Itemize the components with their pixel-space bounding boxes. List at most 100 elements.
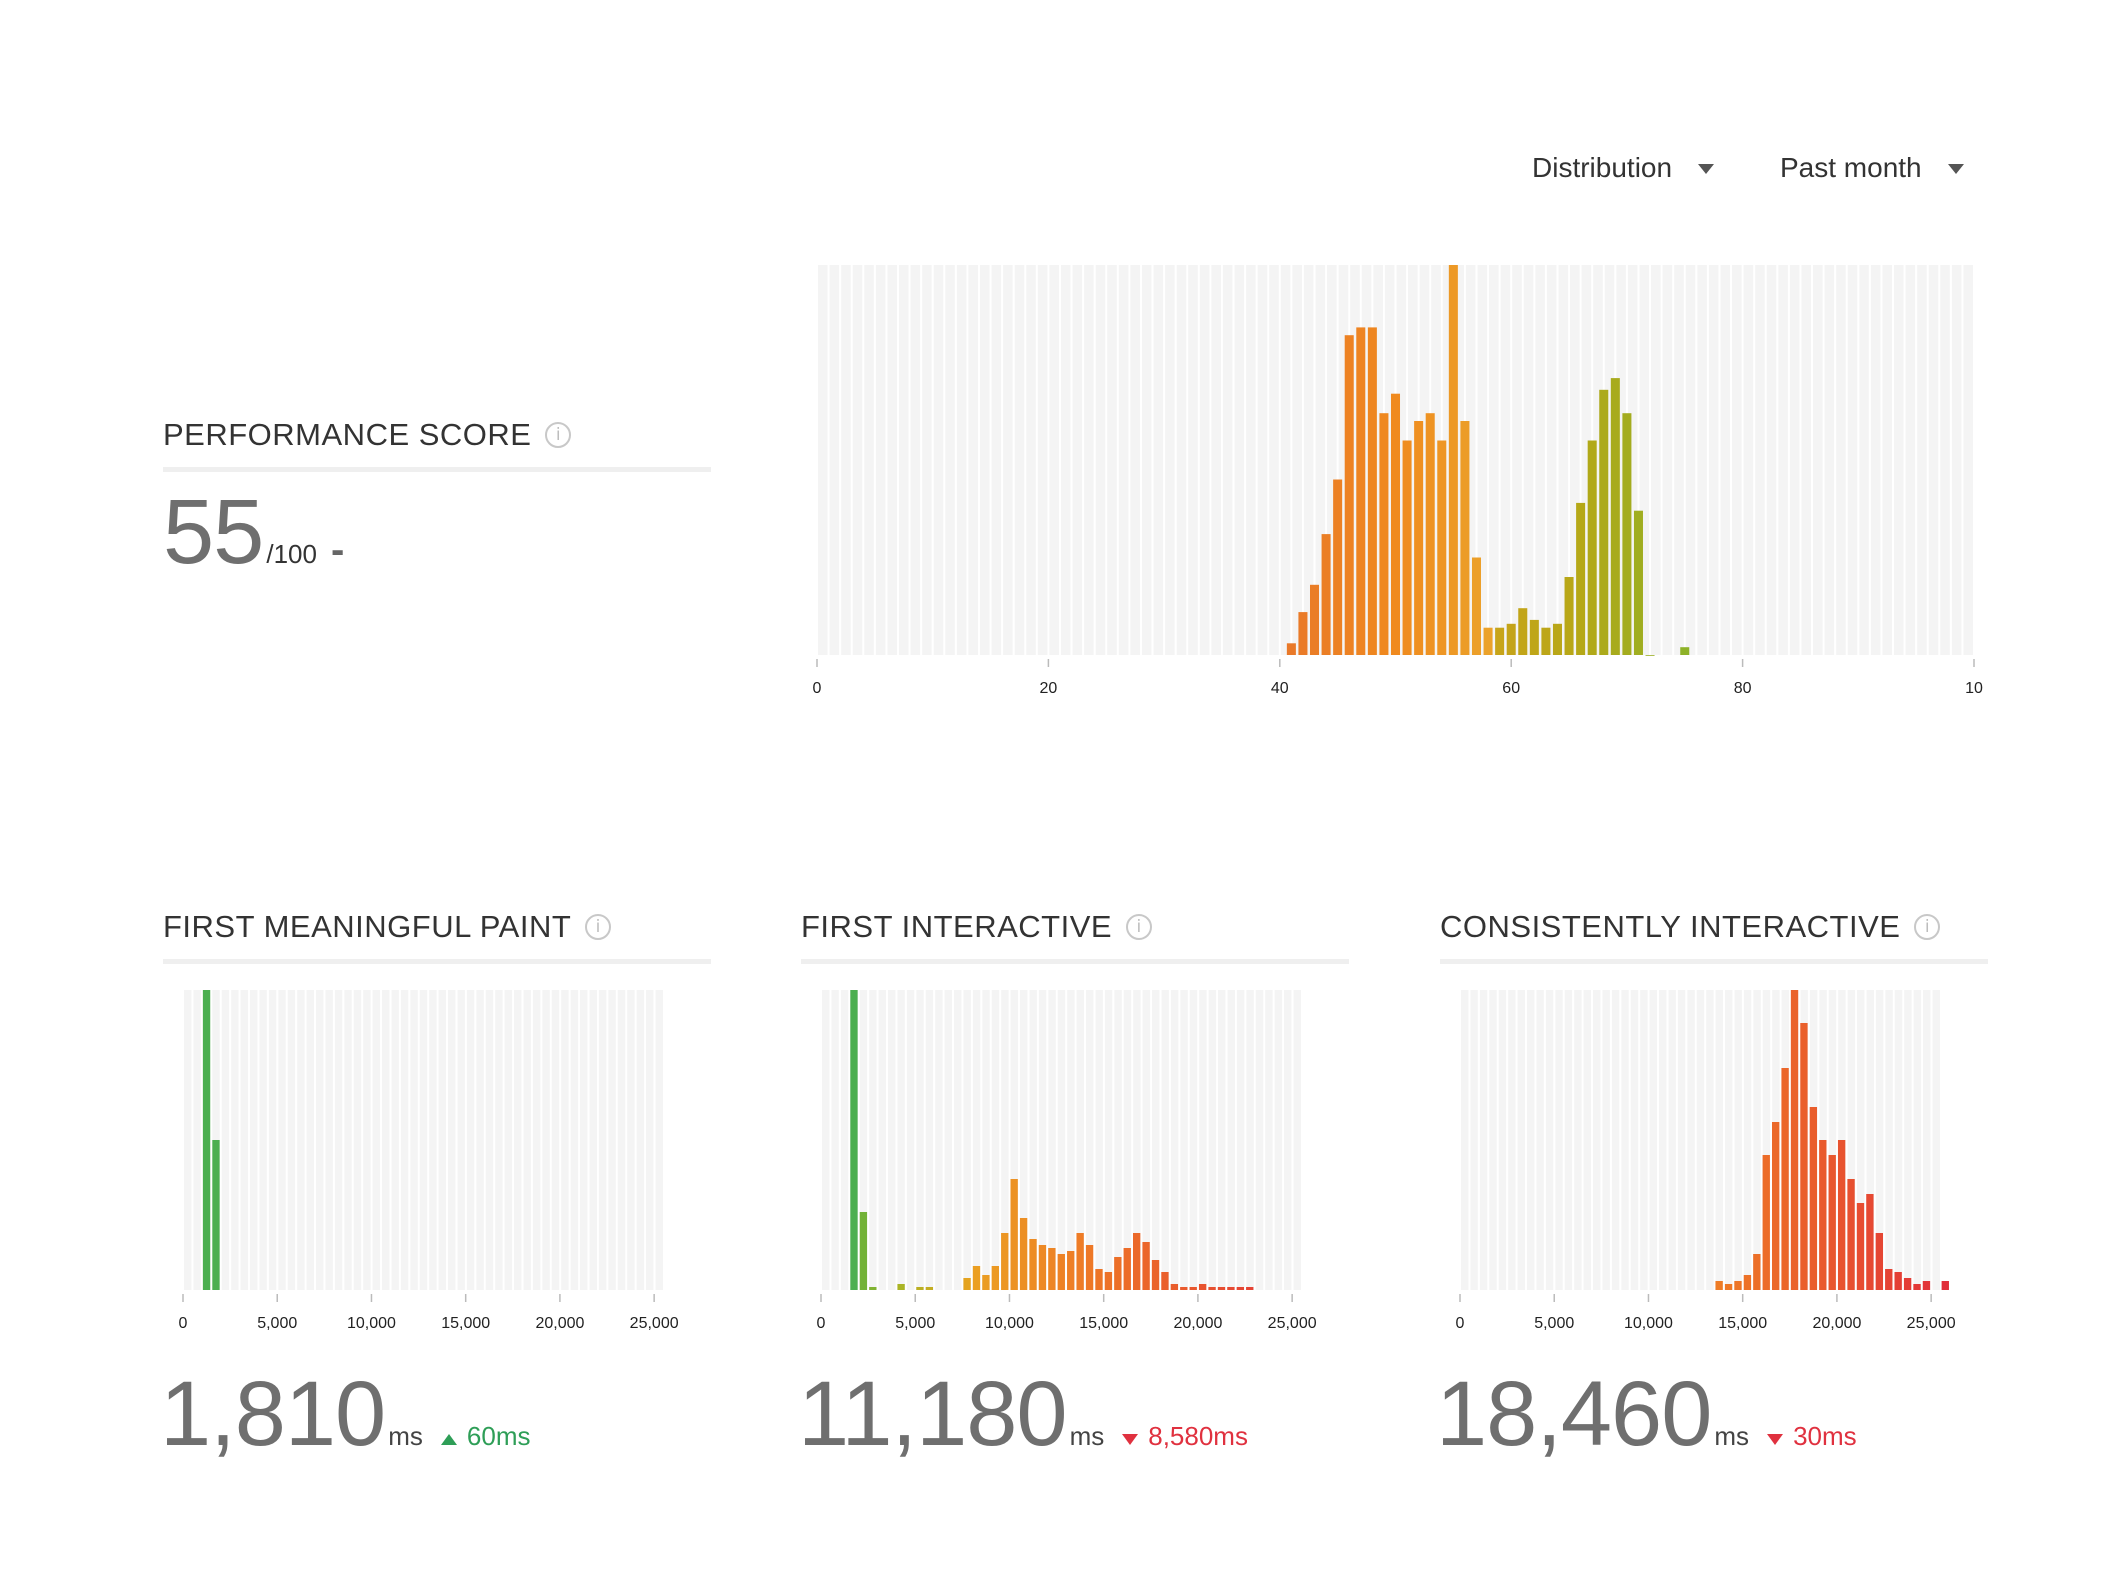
histogram-bar[interactable]: [1800, 1023, 1808, 1290]
histogram-bar[interactable]: [1734, 1281, 1742, 1290]
histogram-bar[interactable]: [1875, 1233, 1884, 1290]
histogram-bar[interactable]: [1495, 627, 1505, 655]
histogram-bar[interactable]: [897, 1284, 905, 1290]
histogram-bar[interactable]: [1885, 1269, 1893, 1290]
histogram-bar[interactable]: [1680, 647, 1690, 655]
histogram-bar[interactable]: [1367, 327, 1377, 655]
range-dropdown[interactable]: Past month: [1780, 152, 1964, 184]
histogram-bar[interactable]: [1038, 1245, 1047, 1290]
histogram-bar[interactable]: [1576, 502, 1586, 655]
histogram-bar[interactable]: [1564, 577, 1574, 655]
histogram-bar[interactable]: [963, 1278, 971, 1290]
histogram-bar[interactable]: [1057, 1254, 1065, 1290]
histogram-bar[interactable]: [1198, 1284, 1207, 1290]
histogram-bar[interactable]: [202, 990, 211, 1290]
histogram-bar[interactable]: [1379, 413, 1389, 655]
histogram-bar[interactable]: [1941, 1281, 1949, 1290]
histogram-bar[interactable]: [1762, 1155, 1770, 1290]
info-icon[interactable]: i: [1126, 914, 1153, 940]
histogram-bar[interactable]: [869, 1287, 877, 1290]
histogram-bar[interactable]: [1552, 623, 1562, 655]
histogram-bar[interactable]: [1809, 1107, 1818, 1290]
info-icon[interactable]: i: [1914, 914, 1941, 940]
histogram-bar[interactable]: [1333, 479, 1343, 656]
histogram-bar[interactable]: [1866, 1194, 1874, 1290]
histogram-bar[interactable]: [1217, 1287, 1226, 1290]
histogram-bar[interactable]: [1483, 627, 1493, 655]
histogram-bar[interactable]: [1227, 1287, 1235, 1290]
histogram-bar[interactable]: [1425, 413, 1435, 655]
histogram-bar[interactable]: [1208, 1287, 1216, 1290]
histogram-bar[interactable]: [1123, 1248, 1131, 1290]
info-icon[interactable]: i: [545, 422, 572, 448]
histogram-bar[interactable]: [1771, 1122, 1780, 1290]
histogram-bar[interactable]: [1344, 335, 1354, 655]
histogram-bar[interactable]: [1029, 1239, 1037, 1290]
histogram-bar[interactable]: [991, 1266, 1000, 1290]
histogram-bar[interactable]: [1460, 421, 1470, 655]
histogram-bar[interactable]: [1599, 389, 1609, 655]
histogram-bar[interactable]: [1922, 1281, 1931, 1290]
histogram-bar[interactable]: [1645, 655, 1655, 656]
histogram-bar[interactable]: [1085, 1245, 1094, 1290]
histogram-bar[interactable]: [1356, 327, 1366, 655]
histogram-bar[interactable]: [1309, 584, 1320, 655]
histogram-bar[interactable]: [1286, 643, 1296, 655]
histogram-bar[interactable]: [1471, 557, 1482, 656]
histogram-bar[interactable]: [1104, 1272, 1113, 1290]
histogram-bar[interactable]: [1610, 378, 1620, 655]
histogram-bar[interactable]: [1180, 1287, 1188, 1290]
histogram-bar[interactable]: [1913, 1284, 1921, 1290]
histogram-bar[interactable]: [1715, 1281, 1723, 1290]
histogram-bar[interactable]: [1847, 1179, 1855, 1290]
histogram-bar[interactable]: [1529, 619, 1539, 655]
histogram-bar[interactable]: [1828, 1155, 1836, 1290]
histogram-bar[interactable]: [212, 1140, 220, 1290]
histogram-bar[interactable]: [972, 1266, 981, 1290]
histogram-bar[interactable]: [1095, 1269, 1103, 1290]
histogram-bar[interactable]: [1753, 1254, 1761, 1290]
histogram-bar[interactable]: [1142, 1242, 1150, 1290]
histogram-bar[interactable]: [1298, 612, 1308, 655]
histogram-bar[interactable]: [925, 1287, 934, 1290]
histogram-bar[interactable]: [1076, 1233, 1084, 1290]
histogram-bar[interactable]: [1151, 1260, 1160, 1290]
histogram-bar[interactable]: [1161, 1272, 1169, 1290]
histogram-bar[interactable]: [1837, 1140, 1846, 1290]
histogram-bar[interactable]: [1170, 1284, 1179, 1290]
histogram-bar[interactable]: [1448, 265, 1458, 655]
histogram-bar[interactable]: [1067, 1251, 1075, 1290]
histogram-bar[interactable]: [1048, 1248, 1056, 1290]
view-dropdown[interactable]: Distribution: [1532, 152, 1715, 184]
histogram-bar[interactable]: [1246, 1287, 1254, 1290]
histogram-bar[interactable]: [1894, 1272, 1902, 1290]
histogram-bar[interactable]: [1390, 393, 1401, 655]
histogram-bar[interactable]: [1437, 440, 1447, 656]
histogram-bar[interactable]: [1633, 510, 1643, 655]
histogram-bar[interactable]: [859, 1212, 868, 1290]
histogram-bar[interactable]: [1236, 1287, 1245, 1290]
histogram-bar[interactable]: [1402, 440, 1412, 656]
info-icon[interactable]: i: [585, 914, 612, 940]
histogram-bar[interactable]: [1541, 627, 1551, 655]
histogram-bar[interactable]: [1743, 1275, 1752, 1290]
histogram-bar[interactable]: [982, 1275, 990, 1290]
histogram-bar[interactable]: [1010, 1179, 1018, 1290]
histogram-bar[interactable]: [1321, 534, 1331, 655]
histogram-bar[interactable]: [1790, 990, 1799, 1290]
histogram-bar[interactable]: [850, 990, 858, 1290]
histogram-bar[interactable]: [1724, 1284, 1733, 1290]
histogram-bar[interactable]: [1414, 421, 1424, 655]
histogram-bar[interactable]: [1903, 1278, 1912, 1290]
histogram-bar[interactable]: [1622, 413, 1632, 655]
histogram-bar[interactable]: [1019, 1218, 1028, 1290]
histogram-bar[interactable]: [1132, 1233, 1141, 1290]
histogram-bar[interactable]: [1506, 623, 1516, 655]
histogram-bar[interactable]: [1587, 440, 1597, 656]
histogram-bar[interactable]: [1189, 1287, 1197, 1290]
histogram-bar[interactable]: [1856, 1203, 1865, 1290]
histogram-bar[interactable]: [1001, 1233, 1009, 1290]
histogram-bar[interactable]: [1518, 608, 1528, 655]
histogram-bar[interactable]: [916, 1287, 924, 1290]
histogram-bar[interactable]: [1819, 1140, 1827, 1290]
